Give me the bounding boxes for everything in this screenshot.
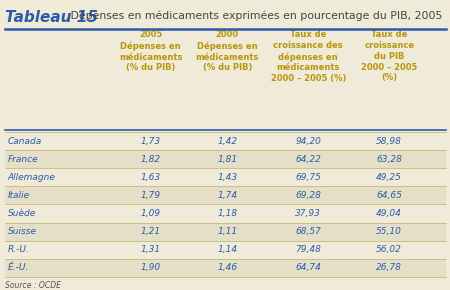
Text: 2005
Dépenses en
médicaments
(% du PIB): 2005 Dépenses en médicaments (% du PIB)	[119, 30, 182, 72]
Text: 1,21: 1,21	[141, 227, 161, 236]
Text: 1,42: 1,42	[217, 137, 237, 146]
Text: 1,74: 1,74	[217, 191, 237, 200]
Text: 79,48: 79,48	[295, 245, 321, 254]
Text: 68,57: 68,57	[295, 227, 321, 236]
Text: Suisse: Suisse	[8, 227, 36, 236]
Text: 1,81: 1,81	[217, 155, 237, 164]
Text: É.-U.: É.-U.	[8, 263, 29, 272]
Text: 49,25: 49,25	[376, 173, 402, 182]
Text: 1,79: 1,79	[141, 191, 161, 200]
Text: 58,98: 58,98	[376, 137, 402, 146]
Text: Canada: Canada	[8, 137, 42, 146]
Text: 64,22: 64,22	[295, 155, 321, 164]
Text: 1,14: 1,14	[217, 245, 237, 254]
Text: Source : OCDE: Source : OCDE	[5, 281, 61, 290]
Text: Dépenses en médicaments exprimées en pourcentage du PIB, 2005: Dépenses en médicaments exprimées en pou…	[67, 10, 442, 21]
Text: R.-U.: R.-U.	[8, 245, 30, 254]
Text: 64,65: 64,65	[376, 191, 402, 200]
Text: 1,63: 1,63	[141, 173, 161, 182]
Text: 37,93: 37,93	[295, 209, 321, 218]
Text: 1,18: 1,18	[217, 209, 237, 218]
Text: 1,73: 1,73	[141, 137, 161, 146]
Text: 1,11: 1,11	[217, 227, 237, 236]
Text: Taux de
croissance
du PIB
2000 – 2005
(%): Taux de croissance du PIB 2000 – 2005 (%…	[361, 30, 418, 82]
Text: France: France	[8, 155, 38, 164]
Text: 2000
Dépenses en
médicaments
(% du PIB): 2000 Dépenses en médicaments (% du PIB)	[196, 30, 259, 72]
Text: 26,78: 26,78	[376, 263, 402, 272]
Text: Tableau 15: Tableau 15	[5, 10, 99, 25]
Text: 94,20: 94,20	[295, 137, 321, 146]
Text: 1,46: 1,46	[217, 263, 237, 272]
Text: 55,10: 55,10	[376, 227, 402, 236]
Text: 56,02: 56,02	[376, 245, 402, 254]
Text: Allemagne: Allemagne	[8, 173, 55, 182]
Text: 1,43: 1,43	[217, 173, 237, 182]
Text: 1,09: 1,09	[141, 209, 161, 218]
Text: Suède: Suède	[8, 209, 36, 218]
Text: 49,04: 49,04	[376, 209, 402, 218]
Text: 1,31: 1,31	[141, 245, 161, 254]
Text: Italie: Italie	[8, 191, 30, 200]
Text: 64,74: 64,74	[295, 263, 321, 272]
Text: 69,75: 69,75	[295, 173, 321, 182]
Text: 63,28: 63,28	[376, 155, 402, 164]
Text: 69,28: 69,28	[295, 191, 321, 200]
Text: Taux de
croissance des
dépenses en
médicaments
2000 – 2005 (%): Taux de croissance des dépenses en médic…	[270, 30, 346, 83]
Text: 1,90: 1,90	[141, 263, 161, 272]
Text: 1,82: 1,82	[141, 155, 161, 164]
